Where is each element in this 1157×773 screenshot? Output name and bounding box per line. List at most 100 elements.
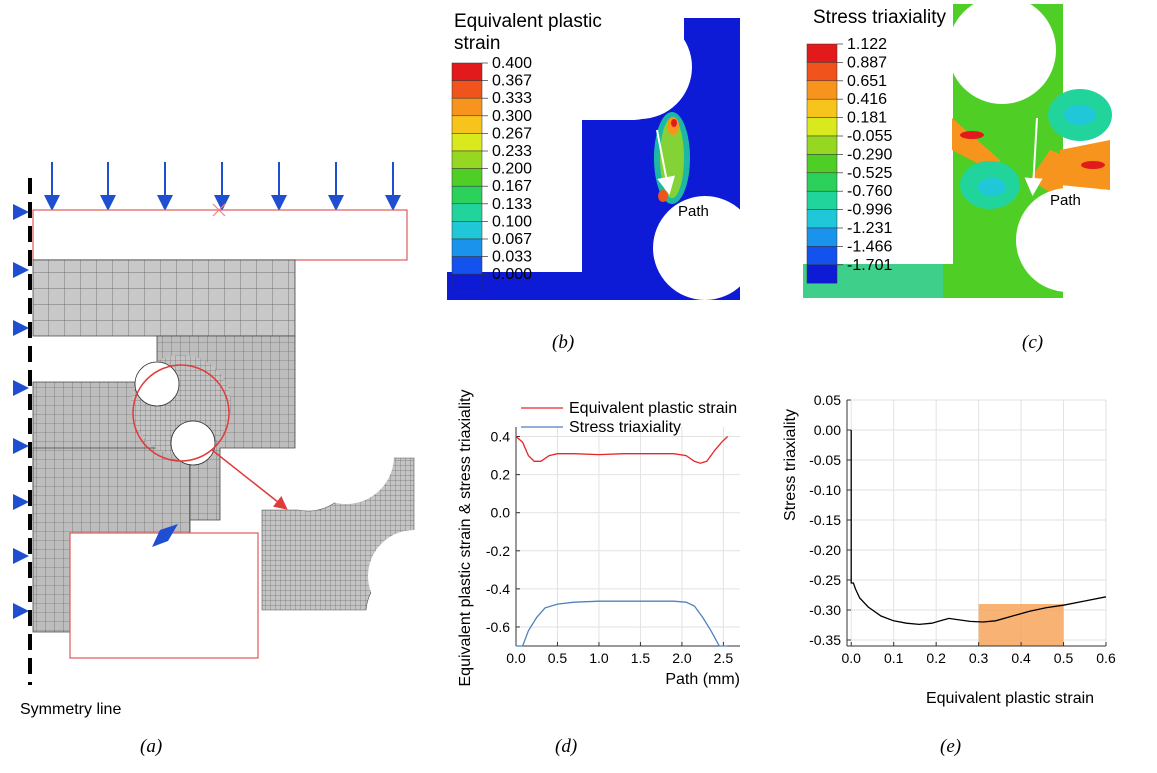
legend-value: 0.887 (847, 54, 887, 71)
legend-b: 0.4000.3670.3330.3000.2670.2330.2000.167… (451, 55, 532, 293)
caption-d: (d) (555, 736, 577, 757)
x-tick-label: 0.6 (1096, 650, 1116, 666)
legend-value: 0.200 (492, 161, 532, 178)
x-tick-label: 0.0 (506, 650, 526, 666)
zoom-arrow (211, 449, 288, 510)
top-punch (32, 209, 408, 261)
y-tick-label: -0.2 (486, 543, 510, 559)
y-tick-label: -0.6 (486, 619, 510, 635)
legend-value: -1.231 (847, 220, 892, 237)
series-line-0 (850, 430, 1107, 626)
y-axis-label: Equivalent plastic strain & stress triax… (457, 390, 474, 687)
legend-value: 0.416 (847, 91, 887, 108)
x-tick-label: 2.5 (714, 650, 734, 666)
y-tick-label: -0.25 (809, 572, 841, 588)
legend-title-b-2: strain (454, 33, 500, 54)
x-tick-label: 1.5 (631, 650, 651, 666)
legend-swatch (451, 97, 483, 117)
legend-swatch (451, 133, 483, 152)
y-tick-label: -0.10 (809, 482, 841, 498)
series-line-1 (516, 600, 728, 647)
legend-value: 0.067 (492, 231, 532, 248)
contour-c-red-1 (960, 131, 984, 139)
reference-point-mark (212, 203, 226, 217)
highlight-region (978, 604, 1064, 646)
legend-value: 0.000 (492, 266, 532, 283)
y-tick-label: -0.20 (809, 542, 841, 558)
upper-notch (134, 361, 180, 407)
legend-swatch (451, 80, 483, 99)
contour-b-notch-bottom (653, 196, 757, 300)
caption-e: (e) (940, 736, 961, 757)
x-tick-label: 1.0 (589, 650, 609, 666)
legend-value: -0.290 (847, 146, 892, 163)
legend-swatch (806, 209, 838, 229)
legend-swatch (806, 43, 838, 63)
y-tick-label: 0.0 (491, 505, 511, 521)
legend-value: 0.267 (492, 125, 532, 142)
caption-a: (a) (140, 736, 162, 757)
legend-value: 0.100 (492, 213, 532, 230)
chart-d: 0.0 0.5 1.0 1.5 2.0 2.5 0.4 0.2 0.0 -0.2 -0.4 -0.6 P… (457, 390, 740, 688)
legend-swatch (451, 115, 483, 134)
y-axis-label: Stress triaxiality (782, 409, 799, 521)
legend-swatch (451, 185, 483, 205)
caption-b: (b) (552, 332, 574, 353)
bottom-die (69, 532, 259, 659)
legend-swatch (451, 221, 483, 240)
legend-value: 0.167 (492, 178, 532, 195)
legend-swatch (806, 117, 838, 137)
contour-c-notch-bottom (1016, 188, 1120, 292)
legend-swatch (806, 172, 838, 192)
path-arrow-c (1024, 117, 1043, 196)
y-tick-label: 0.2 (491, 467, 511, 483)
x-tick-label: 0.2 (926, 650, 946, 666)
legend-value: 0.400 (492, 55, 532, 72)
legend-swatch (806, 190, 838, 210)
y-tick-label: -0.4 (486, 581, 510, 597)
legend-swatch (806, 227, 838, 247)
legend-label: Stress triaxiality (569, 419, 681, 436)
x-tick-label: 0.5 (1054, 650, 1074, 666)
legend-value: -1.466 (847, 238, 892, 255)
symmetry-line-label: Symmetry line (20, 701, 121, 718)
specimen-mesh-upper (32, 259, 296, 337)
legend-label: Equivalent plastic strain (569, 400, 737, 417)
panel-a: Symmetry line (a) (13, 162, 460, 757)
legend-title-c: Stress triaxiality (813, 7, 947, 28)
y-tick-label: 0.4 (491, 429, 511, 445)
legend-swatch (806, 135, 838, 155)
x-axis-label: Equivalent plastic strain (926, 690, 1094, 707)
legend-swatch (806, 154, 838, 174)
series-line-0 (515, 436, 729, 464)
x-tick-label: 0.1 (884, 650, 904, 666)
legend-swatch (451, 150, 483, 169)
panel-b: Path Equivalent plastic strain 0.4000.36… (447, 11, 757, 353)
legend-swatch (806, 246, 838, 266)
y-tick-label: 0.00 (814, 422, 841, 438)
x-tick-label: 0.0 (842, 650, 862, 666)
legend-swatch (451, 168, 483, 187)
chart-e: 0.0 0.1 0.2 0.3 0.4 0.5 0.6 0.05 0.00 -0.05 -0.10 -… (782, 392, 1116, 707)
legend-value: -0.996 (847, 202, 892, 219)
panel-c: Path Stress triaxiality 1.1220.8870.6510… (803, 0, 1120, 353)
legend-value: -0.055 (847, 128, 892, 145)
legend-swatch (451, 238, 483, 257)
path-label-b: Path (678, 203, 709, 220)
y-tick-label: 0.05 (814, 392, 841, 408)
legend-swatch (806, 80, 838, 100)
legend-value: 0.333 (492, 90, 532, 107)
strain-band (654, 112, 690, 204)
legend-swatch (806, 98, 838, 118)
symmetry-bc-triangles (13, 204, 29, 619)
legend-swatch (451, 273, 483, 293)
legend-value: 1.122 (847, 36, 887, 53)
zoom-circle (132, 364, 230, 462)
path-arrow-b (656, 129, 675, 195)
legend-value: 0.181 (847, 110, 887, 127)
legend-value: 0.233 (492, 143, 532, 160)
y-tick-label: -0.05 (809, 452, 841, 468)
legend-value: -1.701 (847, 257, 892, 274)
contour-b-notch-top (588, 15, 692, 119)
